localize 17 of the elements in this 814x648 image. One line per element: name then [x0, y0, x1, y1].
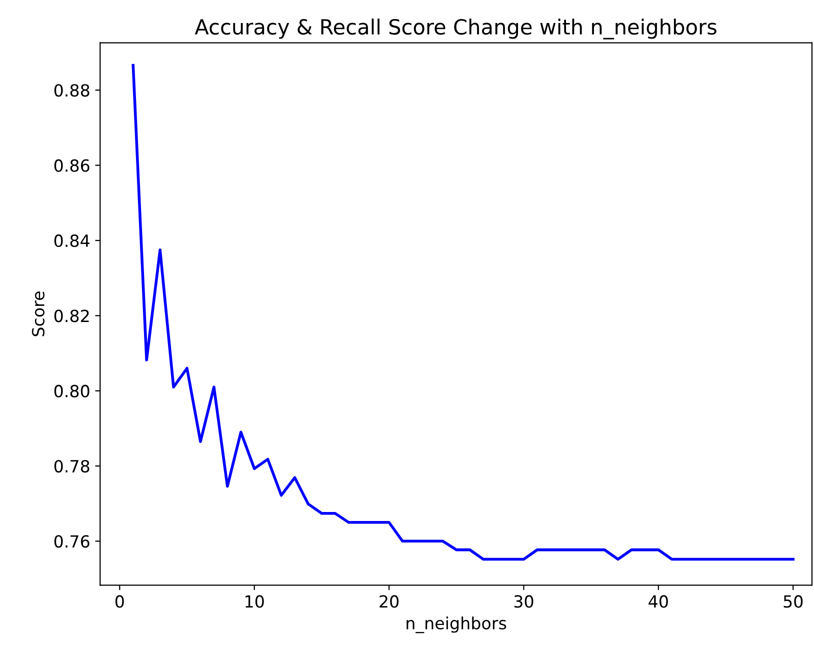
y-tick-label: 0.76	[54, 535, 90, 548]
y-axis-title: Score	[32, 292, 45, 336]
x-axis-title: n_neighbors	[406, 616, 506, 634]
x-tick-label: 40	[648, 595, 668, 608]
y-tick-label: 0.78	[54, 460, 90, 473]
x-tick-label: 0	[115, 595, 124, 608]
line-series	[132, 64, 794, 561]
x-tick-label: 50	[784, 595, 803, 608]
y-tick-label: 0.80	[54, 384, 90, 398]
y-tick-label: 0.88	[54, 84, 90, 97]
y-tick-label: 0.82	[54, 310, 89, 322]
y-tick-label: 0.86	[54, 159, 90, 172]
x-tick-label: 20	[380, 595, 399, 608]
chart-title: Accuracy & Recall Score Change with n_neighbors	[194, 18, 716, 40]
x-tick-label: 10	[246, 595, 264, 608]
x-tick-label: 30	[514, 595, 534, 608]
y-tick-label: 0.84	[54, 234, 90, 248]
